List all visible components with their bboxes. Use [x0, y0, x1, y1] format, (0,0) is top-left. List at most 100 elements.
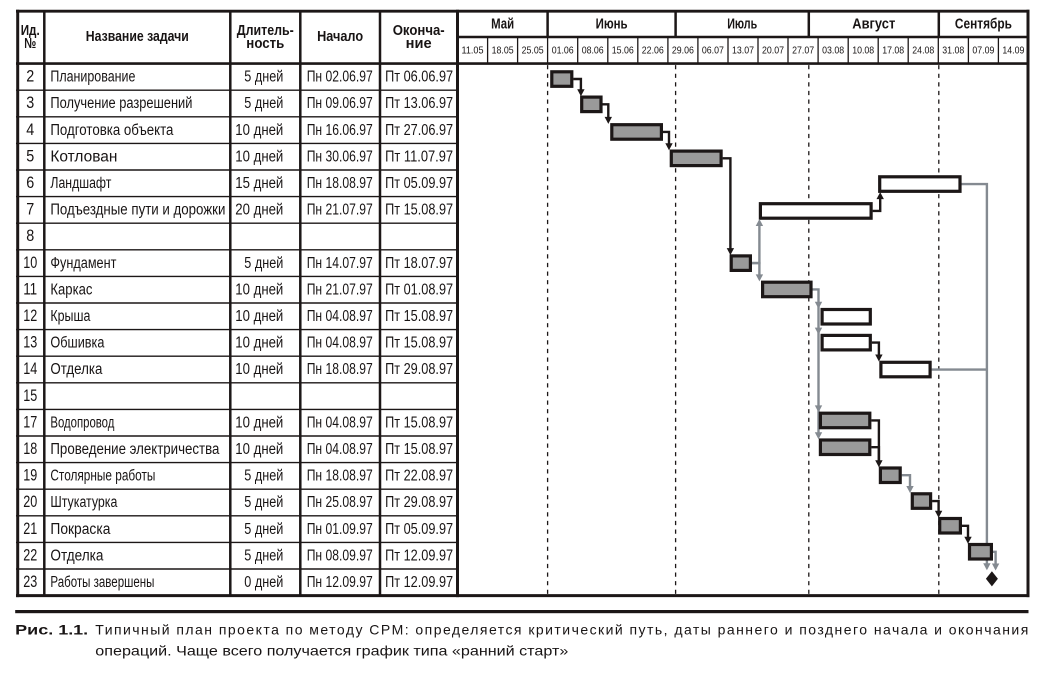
- svg-text:Пн 21.07.97: Пн 21.07.97: [307, 202, 373, 219]
- svg-text:Пн 04.08.97: Пн 04.08.97: [307, 335, 373, 352]
- svg-text:Пт 27.06.97: Пт 27.06.97: [385, 122, 453, 139]
- svg-text:Работы завершены: Работы завершены: [50, 574, 154, 591]
- svg-text:Фундамент: Фундамент: [50, 255, 116, 272]
- svg-text:Пн 25.08.97: Пн 25.08.97: [307, 494, 373, 511]
- svg-text:10: 10: [23, 254, 37, 272]
- svg-text:10 дней: 10 дней: [235, 281, 283, 298]
- svg-text:Пт 22.08.97: Пт 22.08.97: [385, 468, 453, 485]
- svg-text:5: 5: [26, 147, 34, 165]
- svg-text:Пт 15.08.97: Пт 15.08.97: [385, 202, 453, 219]
- svg-text:Ландшафт: Ландшафт: [50, 175, 111, 192]
- svg-text:Подъездные пути и дорожки: Подъездные пути и дорожки: [50, 202, 225, 219]
- svg-text:Водопровод: Водопровод: [50, 414, 114, 431]
- svg-text:Пн 01.09.97: Пн 01.09.97: [307, 521, 373, 538]
- svg-text:Покраска: Покраска: [50, 521, 110, 538]
- svg-text:ние: ние: [406, 36, 432, 52]
- svg-text:10 дней: 10 дней: [235, 414, 283, 431]
- svg-text:Пт 05.09.97: Пт 05.09.97: [385, 521, 453, 538]
- svg-text:Рис. 1.1.: Рис. 1.1.: [15, 621, 88, 637]
- svg-text:Пт 05.09.97: Пт 05.09.97: [385, 175, 453, 192]
- svg-text:8: 8: [26, 227, 34, 245]
- svg-text:06.07: 06.07: [702, 45, 724, 57]
- svg-text:Типичный план проекта по метод: Типичный план проекта по методу CPM: опр…: [95, 621, 1028, 637]
- svg-text:15: 15: [23, 387, 37, 405]
- svg-text:Пн 16.06.97: Пн 16.06.97: [307, 122, 373, 139]
- svg-text:Пт 12.09.97: Пт 12.09.97: [385, 574, 453, 591]
- svg-text:3: 3: [26, 94, 34, 112]
- svg-text:Июль: Июль: [727, 17, 757, 33]
- svg-text:18: 18: [23, 440, 37, 458]
- svg-text:7: 7: [26, 201, 34, 219]
- svg-text:10 дней: 10 дней: [235, 335, 283, 352]
- svg-text:14.09: 14.09: [1002, 45, 1024, 57]
- svg-text:Пт 15.08.97: Пт 15.08.97: [385, 308, 453, 325]
- svg-text:Пн 12.09.97: Пн 12.09.97: [307, 574, 373, 591]
- svg-text:27.07: 27.07: [792, 45, 814, 57]
- svg-text:5 дней: 5 дней: [244, 547, 283, 564]
- svg-text:Пн 04.08.97: Пн 04.08.97: [307, 441, 373, 458]
- svg-text:Планирование: Планирование: [50, 69, 135, 86]
- svg-text:20.07: 20.07: [762, 45, 784, 57]
- svg-text:Пн 21.07.97: Пн 21.07.97: [307, 281, 373, 298]
- svg-text:Июнь: Июнь: [596, 17, 628, 33]
- svg-text:20: 20: [23, 493, 37, 511]
- svg-text:Каркас: Каркас: [50, 281, 92, 298]
- svg-text:Пн 18.08.97: Пн 18.08.97: [307, 175, 373, 192]
- svg-text:Пт 15.08.97: Пт 15.08.97: [385, 414, 453, 431]
- svg-text:5 дней: 5 дней: [244, 255, 283, 272]
- svg-text:15.06: 15.06: [612, 45, 634, 57]
- svg-text:Пт 01.08.97: Пт 01.08.97: [385, 281, 453, 298]
- svg-text:Проведение электричества: Проведение электричества: [50, 441, 219, 458]
- svg-text:6: 6: [26, 174, 34, 192]
- svg-text:21: 21: [23, 520, 37, 538]
- svg-text:Столярные работы: Столярные работы: [50, 468, 155, 485]
- svg-text:Пн 09.06.97: Пн 09.06.97: [307, 95, 373, 112]
- svg-text:10 дней: 10 дней: [235, 148, 283, 165]
- svg-text:Пт 06.06.97: Пт 06.06.97: [385, 69, 453, 86]
- svg-text:22: 22: [23, 546, 37, 564]
- svg-text:Пн 08.09.97: Пн 08.09.97: [307, 547, 373, 564]
- svg-text:Май: Май: [491, 17, 514, 33]
- svg-text:24.08: 24.08: [912, 45, 934, 57]
- svg-text:17: 17: [23, 413, 37, 431]
- svg-text:25.05: 25.05: [522, 45, 544, 57]
- svg-text:Пн 18.08.97: Пн 18.08.97: [307, 468, 373, 485]
- svg-text:Пт 11.07.97: Пт 11.07.97: [385, 148, 453, 165]
- svg-text:Ид.: Ид.: [21, 23, 40, 39]
- svg-text:08.06: 08.06: [582, 45, 604, 57]
- svg-text:Пт 29.08.97: Пт 29.08.97: [385, 361, 453, 378]
- svg-text:11.05: 11.05: [462, 45, 484, 57]
- svg-text:31.08: 31.08: [942, 45, 964, 57]
- svg-text:Пт 12.09.97: Пт 12.09.97: [385, 547, 453, 564]
- svg-text:10 дней: 10 дней: [235, 122, 283, 139]
- svg-text:Обшивка: Обшивка: [50, 335, 104, 352]
- svg-text:Название задачи: Название задачи: [86, 29, 189, 45]
- svg-text:2: 2: [26, 68, 34, 86]
- svg-text:15 дней: 15 дней: [235, 175, 283, 192]
- svg-text:Пн 02.06.97: Пн 02.06.97: [307, 69, 373, 86]
- svg-text:0 дней: 0 дней: [244, 574, 283, 591]
- svg-text:03.08: 03.08: [822, 45, 844, 57]
- svg-text:4: 4: [26, 121, 34, 139]
- svg-text:20 дней: 20 дней: [235, 202, 283, 219]
- svg-text:29.06: 29.06: [672, 45, 694, 57]
- svg-text:5 дней: 5 дней: [244, 69, 283, 86]
- svg-text:Сентябрь: Сентябрь: [955, 17, 1012, 33]
- svg-text:19: 19: [23, 467, 37, 485]
- svg-text:5 дней: 5 дней: [244, 95, 283, 112]
- svg-text:Штукатурка: Штукатурка: [50, 494, 117, 511]
- svg-text:Получение разрешений: Получение разрешений: [50, 95, 192, 112]
- svg-text:Пн 04.08.97: Пн 04.08.97: [307, 308, 373, 325]
- svg-text:07.09: 07.09: [972, 45, 994, 57]
- svg-text:18.05: 18.05: [492, 45, 514, 57]
- svg-text:операций. Чаще всего получаетс: операций. Чаще всего получается график т…: [95, 643, 568, 659]
- svg-text:Пт 29.08.97: Пт 29.08.97: [385, 494, 453, 511]
- svg-text:Котлован: Котлован: [50, 148, 117, 165]
- svg-text:Пн 18.08.97: Пн 18.08.97: [307, 361, 373, 378]
- svg-text:10.08: 10.08: [852, 45, 874, 57]
- svg-text:5 дней: 5 дней: [244, 521, 283, 538]
- svg-text:14: 14: [23, 360, 37, 378]
- svg-text:22.06: 22.06: [642, 45, 664, 57]
- svg-text:10 дней: 10 дней: [235, 308, 283, 325]
- svg-text:23: 23: [23, 573, 37, 591]
